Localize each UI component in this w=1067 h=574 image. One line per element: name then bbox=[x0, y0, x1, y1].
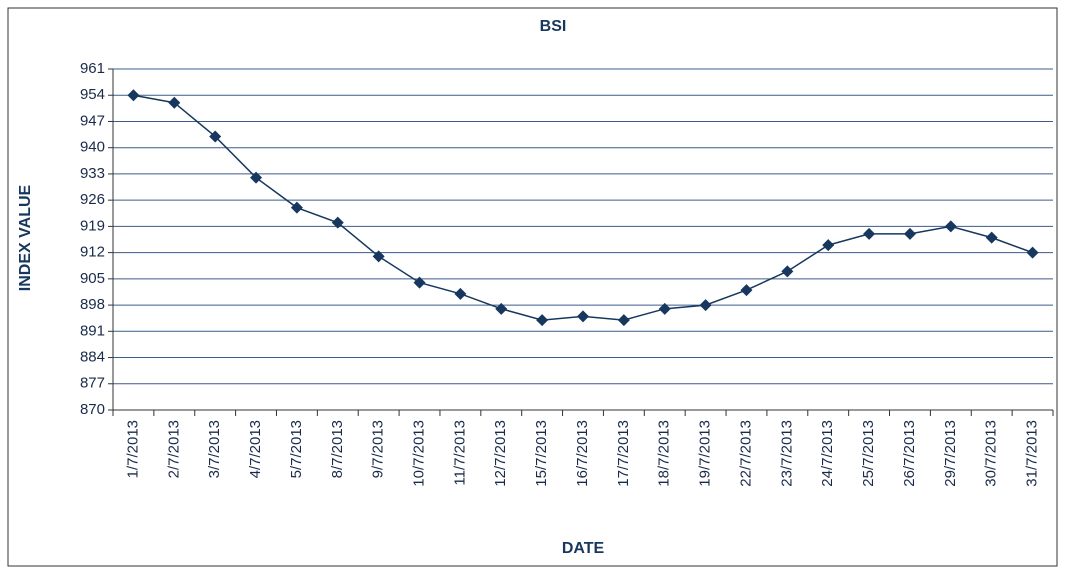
marker bbox=[699, 299, 712, 312]
y-tick-label: 933 bbox=[80, 165, 105, 182]
marker bbox=[863, 227, 876, 240]
y-tick-label: 947 bbox=[80, 112, 105, 129]
x-tick-label: 5/7/2013 bbox=[288, 420, 305, 478]
marker bbox=[536, 314, 549, 327]
y-tick-label: 919 bbox=[80, 217, 105, 234]
x-tick-label: 29/7/2013 bbox=[942, 420, 959, 487]
chart-frame bbox=[7, 7, 1058, 567]
y-tick-label: 891 bbox=[80, 322, 105, 339]
y-tick-label: 884 bbox=[80, 349, 105, 366]
x-tick-label: 10/7/2013 bbox=[410, 420, 427, 487]
marker bbox=[413, 276, 426, 289]
marker bbox=[454, 287, 467, 300]
y-tick-label: 877 bbox=[80, 375, 105, 392]
marker bbox=[168, 96, 181, 109]
marker bbox=[495, 302, 508, 315]
x-tick-label: 25/7/2013 bbox=[860, 420, 877, 487]
x-tick-label: 11/7/2013 bbox=[451, 420, 468, 486]
x-tick-label: 23/7/2013 bbox=[778, 420, 795, 487]
y-tick-label: 905 bbox=[80, 270, 105, 287]
x-tick-label: 12/7/2013 bbox=[492, 420, 509, 487]
x-tick-label: 26/7/2013 bbox=[901, 420, 918, 487]
x-tick-label: 18/7/2013 bbox=[656, 420, 673, 487]
y-tick-label: 870 bbox=[80, 401, 105, 418]
x-tick-label: 3/7/2013 bbox=[206, 420, 223, 478]
marker bbox=[822, 239, 835, 252]
x-tick-label: 1/7/2013 bbox=[124, 420, 141, 478]
marker bbox=[577, 310, 589, 323]
marker bbox=[985, 231, 998, 244]
y-tick-label: 912 bbox=[80, 244, 105, 261]
marker bbox=[209, 130, 222, 143]
x-tick-label: 16/7/2013 bbox=[574, 420, 591, 487]
y-tick-label: 926 bbox=[80, 191, 105, 208]
marker bbox=[331, 216, 344, 229]
y-tick-label: 954 bbox=[80, 86, 105, 103]
x-tick-label: 30/7/2013 bbox=[983, 420, 1000, 487]
marker bbox=[740, 284, 753, 297]
chart-title: BSI bbox=[540, 18, 567, 35]
x-tick-label: 4/7/2013 bbox=[247, 420, 264, 478]
y-tick-label: 961 bbox=[80, 60, 105, 77]
marker bbox=[617, 314, 630, 327]
marker bbox=[250, 171, 263, 184]
x-tick-label: 15/7/2013 bbox=[533, 420, 550, 487]
x-tick-label: 9/7/2013 bbox=[370, 420, 387, 478]
marker bbox=[903, 227, 916, 240]
marker bbox=[658, 302, 671, 315]
marker bbox=[127, 89, 140, 102]
marker bbox=[944, 220, 957, 233]
x-tick-label: 17/7/2013 bbox=[615, 420, 632, 487]
x-tick-label: 24/7/2013 bbox=[819, 420, 836, 487]
x-tick-label: 22/7/2013 bbox=[737, 420, 754, 487]
marker bbox=[372, 250, 385, 263]
x-tick-label: 2/7/2013 bbox=[165, 420, 182, 478]
x-tick-label: 31/7/2013 bbox=[1024, 420, 1041, 487]
marker bbox=[290, 201, 303, 214]
x-axis-title: DATE bbox=[562, 540, 605, 557]
x-tick-label: 19/7/2013 bbox=[697, 420, 714, 487]
y-tick-label: 898 bbox=[80, 296, 105, 313]
y-axis-title: INDEX VALUE bbox=[17, 184, 34, 291]
marker bbox=[781, 265, 794, 278]
marker bbox=[1026, 246, 1039, 259]
y-tick-label: 940 bbox=[80, 139, 105, 156]
x-tick-label: 8/7/2013 bbox=[329, 420, 346, 478]
